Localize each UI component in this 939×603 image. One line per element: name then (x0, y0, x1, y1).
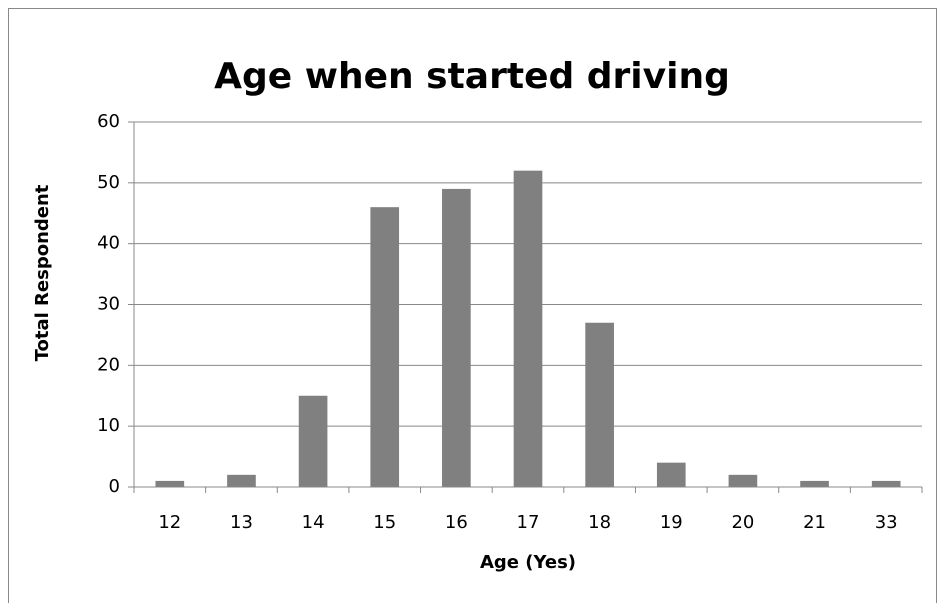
bar (800, 480, 829, 487)
y-tick-label: 30 (97, 294, 120, 315)
y-tick-label: 0 (109, 476, 120, 497)
x-tick-label: 15 (373, 512, 396, 533)
y-axis-title: Total Respondent (32, 184, 53, 361)
x-tick-label: 33 (875, 512, 898, 533)
y-tick-label: 60 (97, 111, 120, 132)
y-tick-label: 40 (97, 233, 120, 254)
y-tick-label: 20 (97, 354, 120, 375)
bar (298, 395, 328, 487)
x-tick-label: 14 (302, 512, 325, 533)
bar (513, 170, 543, 487)
y-tick-label: 50 (97, 172, 120, 193)
bar (728, 474, 758, 487)
bar (585, 322, 614, 487)
bar (370, 207, 400, 487)
x-tick-label: 17 (517, 512, 540, 533)
bar (656, 462, 686, 487)
x-tick-label: 18 (588, 512, 611, 533)
x-tick-label: 16 (445, 512, 468, 533)
chart-frame (8, 8, 937, 603)
bar (442, 188, 471, 487)
x-axis-title: Age (Yes) (480, 552, 576, 573)
y-tick-label: 10 (97, 415, 120, 436)
x-tick-label: 13 (230, 512, 253, 533)
bar (155, 480, 185, 487)
bar (871, 480, 901, 487)
x-tick-label: 12 (158, 512, 181, 533)
x-tick-label: 20 (731, 512, 754, 533)
x-tick-label: 19 (660, 512, 683, 533)
x-tick-label: 21 (803, 512, 826, 533)
chart-title: Age when started driving (214, 56, 730, 97)
bar (227, 474, 256, 487)
